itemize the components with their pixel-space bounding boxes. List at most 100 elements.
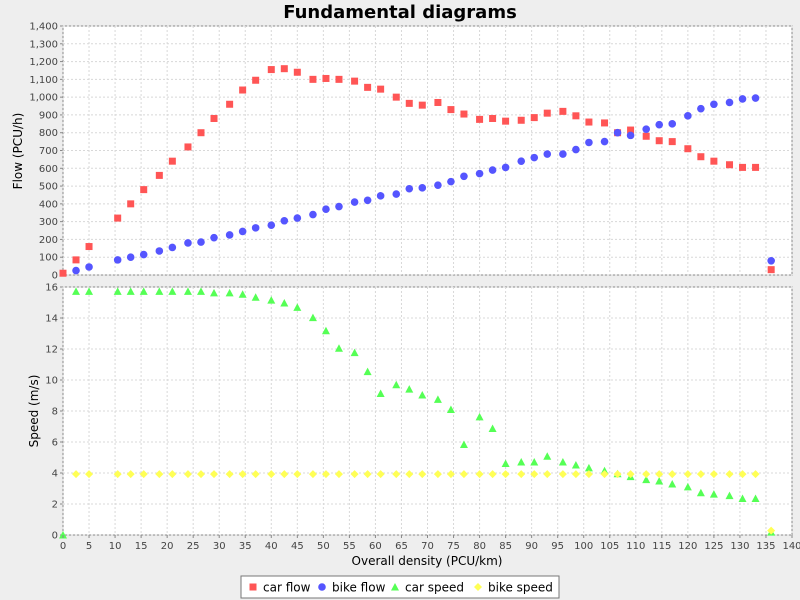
bike-flow-point-31 bbox=[517, 157, 526, 165]
bike-speed-point-44 bbox=[696, 470, 705, 479]
bike-flow-point-7 bbox=[184, 239, 192, 247]
car-flow-point-8 bbox=[184, 143, 192, 151]
y-tick-label: 16 bbox=[45, 283, 58, 294]
bike-speed-point-47 bbox=[738, 470, 747, 479]
bike-speed-point-13 bbox=[267, 470, 276, 479]
y-tick-label: 8 bbox=[52, 407, 58, 418]
bike-flow-point-0 bbox=[72, 266, 80, 275]
bike-speed-point-12 bbox=[251, 470, 260, 479]
car-speed-point-17 bbox=[308, 313, 317, 322]
car-flow-point-26 bbox=[434, 98, 442, 106]
car-flow-point-49 bbox=[752, 163, 760, 171]
bike-speed-point-42 bbox=[668, 470, 677, 479]
car-speed-point-33 bbox=[530, 458, 539, 466]
bike-speed-series bbox=[72, 470, 776, 535]
bike-flow-point-28 bbox=[475, 169, 484, 178]
x-tick-label: 20 bbox=[161, 541, 174, 552]
y-tick-label: 0 bbox=[52, 531, 58, 542]
x-axis: 0 5 10 15 20 25 30 35 40 45 50 55 60 65 70 75 80 85 90 95 10… bbox=[60, 535, 800, 552]
car-speed-point-47 bbox=[725, 491, 734, 500]
x-tick-label: 30 bbox=[213, 541, 226, 552]
bike-flow-point-35 bbox=[572, 145, 580, 154]
car-speed-point-21 bbox=[363, 367, 372, 376]
bike-flow-point-42 bbox=[668, 120, 677, 128]
car-speed-point-41 bbox=[642, 475, 651, 484]
y-tick-label: 14 bbox=[45, 314, 58, 325]
car-speed-point-13 bbox=[251, 293, 260, 301]
car-flow-point-14 bbox=[267, 66, 275, 74]
car-flow-point-45 bbox=[697, 153, 705, 161]
x-tick-label: 65 bbox=[395, 541, 408, 552]
bike-speed-point-2 bbox=[113, 470, 122, 479]
car-speed-point-3 bbox=[113, 287, 122, 295]
bike-flow-point-2 bbox=[113, 256, 122, 264]
x-tick-label: 115 bbox=[652, 541, 671, 552]
car-flow-point-41 bbox=[642, 132, 650, 140]
bike-flow-point-13 bbox=[267, 221, 276, 229]
car-speed-point-27 bbox=[446, 405, 455, 414]
car-speed-point-19 bbox=[334, 344, 343, 352]
flow-plot: 0 100 200 300 400 500 600 700 800 900 1,000 1,100 1,… bbox=[29, 22, 793, 282]
bike-speed-point-27 bbox=[459, 470, 468, 479]
bike-flow-point-25 bbox=[434, 181, 442, 189]
car-flow-point-40 bbox=[627, 126, 635, 134]
car-speed-point-43 bbox=[668, 479, 677, 488]
car-flow-point-5 bbox=[140, 186, 148, 194]
car-flow-point-7 bbox=[168, 157, 176, 165]
bike-flow-point-9 bbox=[210, 233, 218, 242]
bike-flow-point-44 bbox=[697, 104, 705, 113]
x-tick-label: 50 bbox=[317, 541, 330, 552]
y-axis-label-speed: Speed (m/s) bbox=[27, 375, 41, 448]
bike-flow-point-46 bbox=[725, 98, 734, 107]
y-tick-label: 1,300 bbox=[29, 39, 58, 50]
car-flow-point-25 bbox=[418, 101, 426, 109]
bike-speed-point-19 bbox=[350, 470, 359, 479]
y-axis-label-flow: Flow (PCU/h) bbox=[11, 113, 25, 190]
bike-speed-point-46 bbox=[725, 470, 734, 479]
car-flow-point-21 bbox=[364, 83, 372, 91]
car-flow-point-3 bbox=[114, 214, 122, 222]
x-tick-label: 25 bbox=[187, 541, 200, 552]
bike-flow-point-36 bbox=[585, 138, 593, 147]
bike-flow-point-33 bbox=[543, 150, 552, 158]
car-flow-point-11 bbox=[226, 100, 234, 108]
car-speed-point-20 bbox=[350, 348, 359, 357]
car-speed-point-23 bbox=[392, 380, 401, 389]
bike-speed-point-8 bbox=[196, 470, 205, 479]
legend-car-flow-point-0 bbox=[249, 583, 257, 591]
car-speed-point-1 bbox=[72, 287, 81, 295]
car-speed-point-2 bbox=[85, 287, 94, 295]
bike-speed-point-40 bbox=[642, 470, 651, 479]
x-tick-label: 110 bbox=[626, 541, 645, 552]
x-tick-label: 140 bbox=[782, 541, 800, 552]
bike-flow-point-20 bbox=[363, 196, 372, 205]
bike-flow-point-14 bbox=[280, 216, 289, 225]
bike-flow-point-16 bbox=[309, 210, 317, 219]
bike-flow-point-40 bbox=[642, 125, 650, 133]
legend-bike-speed-point-0 bbox=[474, 583, 482, 591]
bike-speed-point-34 bbox=[558, 470, 567, 479]
car-flow-point-30 bbox=[489, 114, 497, 122]
bike-flow-point-22 bbox=[392, 190, 401, 198]
bike-speed-point-28 bbox=[475, 470, 484, 479]
bike-flow-point-26 bbox=[447, 177, 455, 186]
bike-speed-point-39 bbox=[626, 470, 635, 479]
car-flow-point-23 bbox=[392, 93, 400, 101]
bike-speed-point-20 bbox=[363, 470, 372, 479]
car-speed-point-16 bbox=[293, 303, 302, 311]
car-speed-point-30 bbox=[488, 424, 497, 433]
car-speed-point-11 bbox=[225, 288, 234, 297]
bike-flow-point-29 bbox=[488, 166, 497, 174]
legend-label-car-speed: car speed bbox=[405, 581, 464, 595]
car-flow-point-18 bbox=[322, 74, 330, 82]
bike-speed-point-45 bbox=[709, 470, 718, 479]
bike-speed-point-0 bbox=[72, 470, 81, 479]
car-flow-point-27 bbox=[447, 106, 455, 114]
car-speed-series bbox=[59, 287, 776, 539]
x-tick-label: 130 bbox=[730, 541, 749, 552]
bike-flow-point-10 bbox=[225, 231, 234, 239]
car-flow-point-2 bbox=[85, 243, 93, 251]
car-speed-point-45 bbox=[696, 488, 705, 497]
y-tick-label: 10 bbox=[45, 376, 58, 387]
x-tick-label: 125 bbox=[704, 541, 723, 552]
